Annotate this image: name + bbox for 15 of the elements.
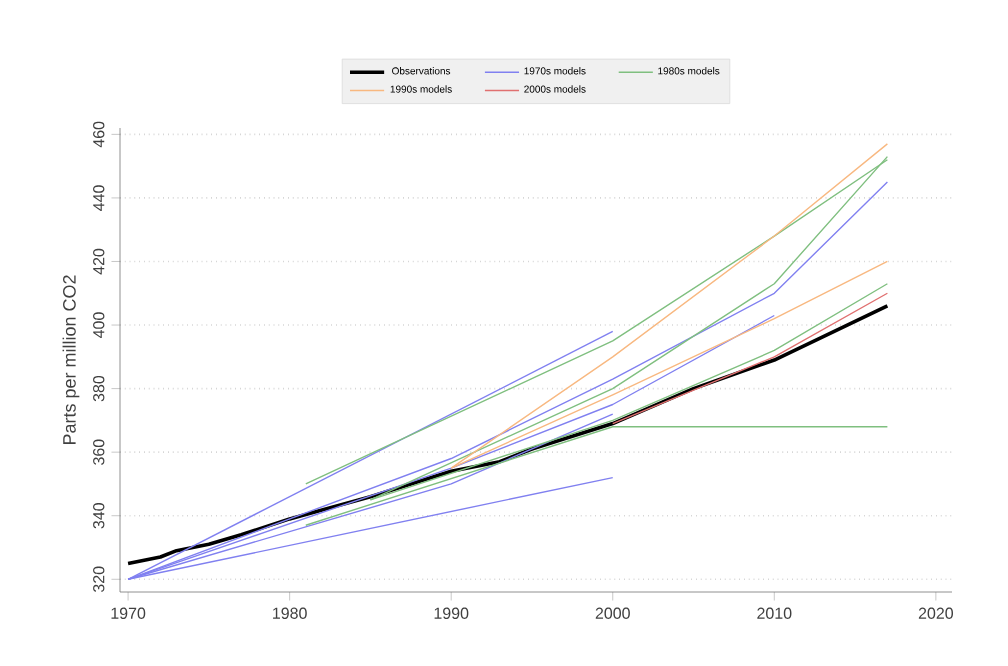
y-axis-title: Parts per million CO2 xyxy=(62,275,80,445)
y-tick-label: 320 xyxy=(93,566,105,593)
y-tick-label: 400 xyxy=(93,312,105,339)
y-tick-label: 440 xyxy=(93,185,105,211)
x-tick-label: 2000 xyxy=(595,607,630,619)
x-tick-label: 2020 xyxy=(918,607,954,619)
x-tick-label: 1990 xyxy=(434,607,469,619)
x-tick-label: 1970 xyxy=(111,607,146,619)
y-tick-label: 340 xyxy=(93,503,105,529)
x-tick-label: 2010 xyxy=(757,607,792,619)
y-tick-label: 360 xyxy=(93,439,105,465)
y-tick-label: 460 xyxy=(93,121,105,148)
y-tick-label: 420 xyxy=(93,248,105,275)
x-tick-label: 1980 xyxy=(273,607,307,619)
y-tick-label: 380 xyxy=(93,375,105,402)
